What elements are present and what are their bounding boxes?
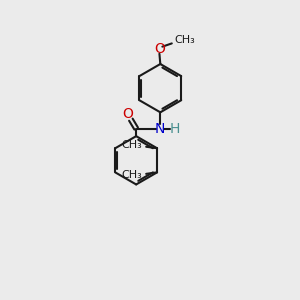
Text: O: O <box>154 42 165 56</box>
Text: CH₃: CH₃ <box>121 140 142 150</box>
Text: CH₃: CH₃ <box>121 170 142 180</box>
Text: O: O <box>122 107 134 122</box>
Text: H: H <box>169 122 180 136</box>
Text: N: N <box>155 122 166 136</box>
Text: CH₃: CH₃ <box>174 35 195 45</box>
